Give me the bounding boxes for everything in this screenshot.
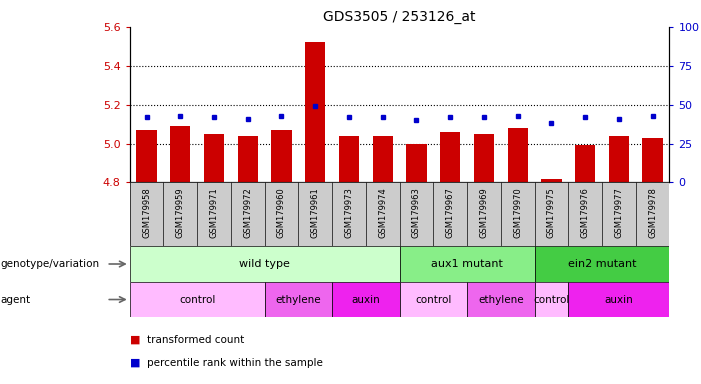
Bar bbox=[440, 132, 461, 182]
Bar bbox=[332, 282, 400, 317]
Bar bbox=[535, 282, 569, 317]
Bar bbox=[137, 130, 157, 182]
Text: GSM179960: GSM179960 bbox=[277, 187, 286, 238]
Text: control: control bbox=[415, 295, 451, 305]
Bar bbox=[163, 182, 197, 246]
Text: ethylene: ethylene bbox=[478, 295, 524, 305]
Bar bbox=[130, 282, 265, 317]
Bar bbox=[535, 182, 569, 246]
Text: genotype/variation: genotype/variation bbox=[0, 259, 99, 269]
Bar bbox=[569, 182, 602, 246]
Bar bbox=[569, 282, 669, 317]
Text: GSM179977: GSM179977 bbox=[614, 187, 623, 238]
Text: ein2 mutant: ein2 mutant bbox=[568, 259, 637, 269]
Text: GSM179973: GSM179973 bbox=[344, 187, 353, 238]
Bar bbox=[433, 182, 467, 246]
Bar bbox=[541, 179, 562, 182]
Text: GSM179976: GSM179976 bbox=[580, 187, 590, 238]
Text: auxin: auxin bbox=[351, 295, 380, 305]
Bar bbox=[642, 138, 662, 182]
Bar bbox=[535, 246, 669, 282]
Bar bbox=[501, 182, 535, 246]
Text: GSM179975: GSM179975 bbox=[547, 187, 556, 238]
Text: ■: ■ bbox=[130, 335, 140, 345]
Bar bbox=[474, 134, 494, 182]
Bar bbox=[400, 182, 433, 246]
Bar bbox=[231, 182, 265, 246]
Text: GSM179967: GSM179967 bbox=[446, 187, 455, 238]
Bar bbox=[299, 182, 332, 246]
Bar bbox=[265, 282, 332, 317]
Text: agent: agent bbox=[0, 295, 30, 305]
Text: auxin: auxin bbox=[604, 295, 633, 305]
Bar bbox=[271, 130, 292, 182]
Text: GSM179978: GSM179978 bbox=[648, 187, 657, 238]
Text: percentile rank within the sample: percentile rank within the sample bbox=[147, 358, 323, 368]
Text: GSM179972: GSM179972 bbox=[243, 187, 252, 238]
Bar bbox=[197, 182, 231, 246]
Text: control: control bbox=[533, 295, 570, 305]
Bar bbox=[636, 182, 669, 246]
Text: GSM179961: GSM179961 bbox=[311, 187, 320, 238]
Bar bbox=[332, 182, 366, 246]
Bar bbox=[204, 134, 224, 182]
Bar bbox=[373, 136, 393, 182]
Text: GSM179970: GSM179970 bbox=[513, 187, 522, 238]
Text: ■: ■ bbox=[130, 358, 140, 368]
Bar bbox=[467, 282, 535, 317]
Bar bbox=[130, 246, 400, 282]
Bar bbox=[170, 126, 191, 182]
Bar bbox=[265, 182, 299, 246]
Bar bbox=[508, 128, 528, 182]
Bar bbox=[339, 136, 359, 182]
Text: ethylene: ethylene bbox=[275, 295, 321, 305]
Text: aux1 mutant: aux1 mutant bbox=[431, 259, 503, 269]
Text: GSM179958: GSM179958 bbox=[142, 187, 151, 238]
Bar bbox=[238, 136, 258, 182]
Text: GSM179974: GSM179974 bbox=[379, 187, 387, 238]
Bar bbox=[305, 43, 325, 182]
Text: transformed count: transformed count bbox=[147, 335, 245, 345]
Bar bbox=[608, 136, 629, 182]
Text: GSM179959: GSM179959 bbox=[176, 187, 185, 238]
Text: GSM179969: GSM179969 bbox=[479, 187, 489, 238]
Text: GSM179963: GSM179963 bbox=[412, 187, 421, 238]
Text: wild type: wild type bbox=[239, 259, 290, 269]
Bar bbox=[400, 282, 467, 317]
Bar bbox=[467, 182, 501, 246]
Text: GSM179971: GSM179971 bbox=[210, 187, 219, 238]
Title: GDS3505 / 253126_at: GDS3505 / 253126_at bbox=[323, 10, 476, 25]
Bar bbox=[407, 144, 426, 182]
Bar bbox=[130, 182, 163, 246]
Bar bbox=[366, 182, 400, 246]
Bar bbox=[602, 182, 636, 246]
Bar bbox=[575, 146, 595, 182]
Bar bbox=[400, 246, 535, 282]
Text: control: control bbox=[179, 295, 215, 305]
